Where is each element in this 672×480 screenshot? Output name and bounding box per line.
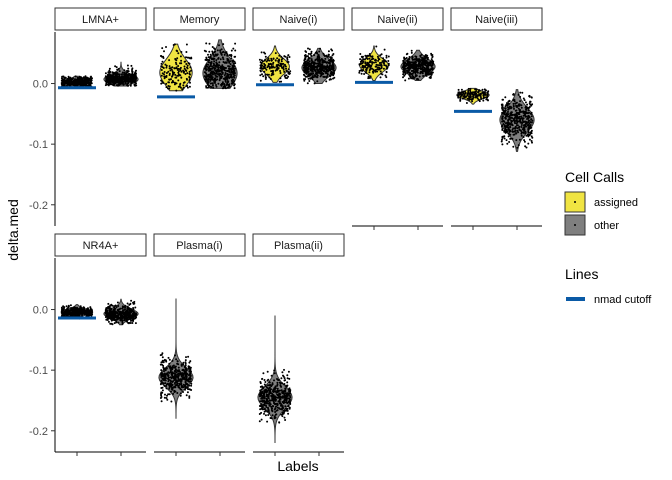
violin-group bbox=[60, 75, 94, 89]
legend-key-dot bbox=[574, 224, 576, 226]
panel: Memory bbox=[153, 7, 246, 99]
jitter-points bbox=[456, 87, 490, 104]
panel: Naive(ii) bbox=[351, 7, 444, 84]
facet-strip bbox=[153, 233, 246, 257]
violin-group bbox=[103, 61, 139, 87]
facet-label: Plasma(i) bbox=[176, 240, 222, 252]
legend-label: other bbox=[594, 220, 619, 232]
legend-label: assigned bbox=[594, 197, 638, 209]
violin-body bbox=[257, 315, 293, 443]
legend-title-lines: Lines bbox=[565, 266, 598, 282]
facet-strip bbox=[450, 7, 543, 31]
facet-strip bbox=[54, 7, 147, 31]
jitter-points bbox=[500, 91, 534, 149]
x-axis-title: Labels bbox=[277, 458, 318, 474]
jitter-points bbox=[258, 368, 292, 424]
facet-label: Plasma(ii) bbox=[274, 240, 323, 252]
facet-strip bbox=[351, 7, 444, 31]
violin-group bbox=[158, 298, 194, 419]
jitter-points bbox=[104, 64, 138, 87]
panel: LMNA+ bbox=[54, 7, 147, 90]
violin-group bbox=[103, 298, 139, 326]
violin-group bbox=[499, 89, 535, 152]
jitter-points bbox=[104, 299, 138, 326]
panel: NR4A+ bbox=[54, 233, 147, 326]
violin-group bbox=[202, 39, 238, 90]
facet-strip bbox=[153, 7, 246, 31]
y-tick-label: 0.0 bbox=[33, 79, 48, 91]
y-tick-label: -0.1 bbox=[29, 365, 48, 377]
violin-group bbox=[456, 87, 490, 105]
jitter-points bbox=[401, 49, 435, 82]
violin-group bbox=[257, 315, 293, 443]
y-tick-label: -0.2 bbox=[29, 200, 48, 212]
panel: Plasma(i) bbox=[153, 233, 246, 419]
facet-strip bbox=[252, 233, 345, 257]
legend-title-cell-calls: Cell Calls bbox=[565, 169, 624, 185]
facet-label: Naive(ii) bbox=[377, 14, 417, 26]
panel: Naive(iii) bbox=[450, 7, 543, 152]
jitter-points bbox=[159, 352, 193, 403]
y-axis-title: delta.med bbox=[5, 199, 21, 260]
facet-label: Memory bbox=[180, 14, 220, 26]
jitter-points bbox=[258, 51, 292, 83]
violin-group bbox=[358, 45, 390, 81]
facet-label: NR4A+ bbox=[83, 240, 119, 252]
facet-label: Naive(i) bbox=[280, 14, 318, 26]
panel: Naive(i) bbox=[252, 7, 345, 87]
violin-group bbox=[301, 47, 337, 85]
jitter-points bbox=[302, 47, 336, 85]
legend-label: nmad cutoff bbox=[594, 294, 652, 306]
violin-group bbox=[159, 43, 193, 92]
panel: Plasma(ii) bbox=[252, 233, 345, 443]
y-tick-label: -0.2 bbox=[29, 426, 48, 438]
jitter-points bbox=[60, 75, 94, 89]
facet-strip bbox=[54, 233, 147, 257]
facet-label: Naive(iii) bbox=[475, 14, 518, 26]
panels-layer: LMNA+ Memory Naive(i) Naive(ii) Naive(iii) NR… bbox=[29, 7, 543, 456]
facet-strip bbox=[252, 7, 345, 31]
y-tick-label: 0.0 bbox=[33, 305, 48, 317]
jitter-points bbox=[159, 43, 193, 92]
jitter-points bbox=[358, 45, 390, 80]
facet-label: LMNA+ bbox=[82, 14, 119, 26]
y-tick-label: -0.1 bbox=[29, 139, 48, 151]
jitter-points bbox=[203, 42, 237, 90]
violin-group bbox=[400, 49, 436, 82]
legend-key-dot bbox=[574, 201, 576, 203]
violin-group bbox=[258, 45, 292, 83]
legend: Cell Calls assigned other Lines nmad cutoff bbox=[564, 169, 652, 306]
